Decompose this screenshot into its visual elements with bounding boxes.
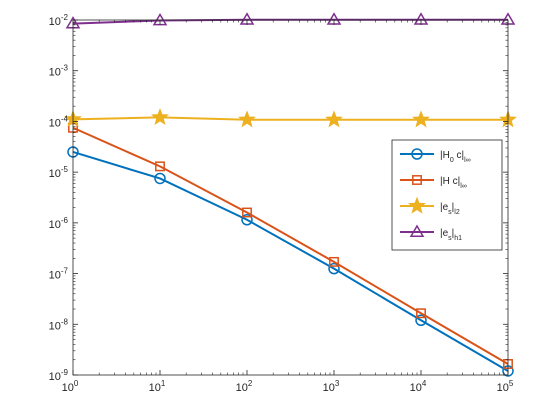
data-point-1-4 — [416, 308, 426, 319]
y-tick-label: 10-3 — [49, 64, 69, 79]
data-point-2-2 — [238, 110, 256, 128]
y-tick-label: 10-5 — [49, 165, 69, 180]
legend-marker-1 — [412, 175, 422, 185]
data-point-2-4 — [412, 110, 430, 128]
legend-label-1: |H c|l∞ — [440, 176, 467, 190]
data-point-2-3 — [325, 110, 343, 128]
y-tick-label: 10-9 — [49, 368, 69, 383]
axes-box — [72, 19, 509, 376]
series-line-2 — [72, 116, 508, 121]
legend-entry-0: |H0 c|l∞ — [400, 148, 471, 164]
y-tick-label: 10-4 — [49, 114, 69, 129]
x-tick-label: 105 — [497, 379, 514, 394]
y-tick-label: 10-7 — [49, 267, 69, 282]
x-tick-label: 104 — [410, 379, 427, 394]
legend-entry-2: |es|l2 — [400, 196, 460, 216]
data-point-0-3 — [328, 262, 340, 275]
x-tick-label: 101 — [149, 379, 166, 394]
data-point-1-2 — [242, 207, 252, 218]
x-tick-label: 102 — [236, 379, 253, 394]
legend-entry-3: |es|h1 — [400, 224, 462, 242]
data-point-1-3 — [329, 256, 339, 267]
legend-label-0: |H0 c|l∞ — [440, 150, 471, 164]
series-line-0 — [72, 151, 509, 372]
x-tick-label: 100 — [62, 379, 79, 394]
legend: |H0 c|l∞ |H c|l∞ |es|l2 |es|h1 — [391, 139, 503, 251]
legend-marker-0 — [411, 148, 423, 160]
data-point-0-4 — [415, 314, 427, 327]
legend-label-3: |es|h1 — [440, 228, 462, 242]
y-tick-label: 10-2 — [49, 13, 69, 28]
y-tick-label: 10-8 — [49, 317, 69, 332]
data-point-0-2 — [241, 214, 253, 226]
legend-entry-1: |H c|l∞ — [400, 175, 467, 190]
data-point-1-1 — [155, 161, 165, 172]
legend-marker-2 — [408, 196, 426, 214]
data-point-0-1 — [154, 172, 166, 185]
x-tick-label: 103 — [323, 379, 340, 394]
y-tick-label: 10-6 — [49, 216, 69, 231]
data-point-2-1 — [151, 108, 169, 126]
legend-label-2: |es|l2 — [440, 202, 460, 216]
series-line-1 — [72, 126, 509, 365]
legend-marker-3 — [409, 224, 425, 237]
axes-layer: 100 101 102 103 104 105 10-9 10-8 10-7 10-6 10-5 10… — [49, 13, 514, 394]
